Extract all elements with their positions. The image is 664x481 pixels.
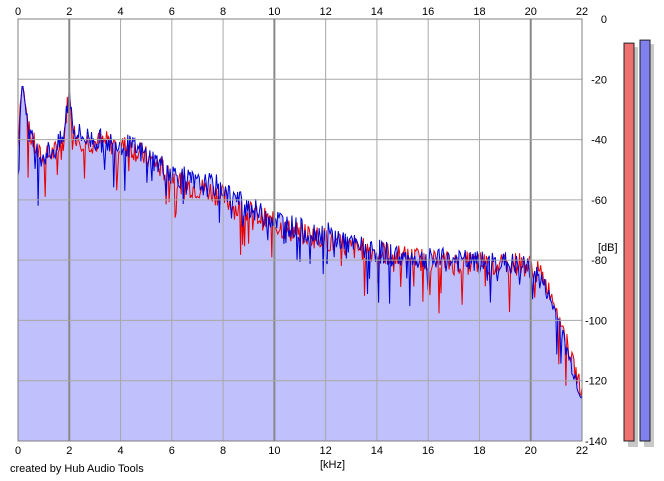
- y-tick-label: -20: [591, 74, 607, 86]
- y-tick-label: -120: [585, 376, 607, 388]
- y-tick-label: -140: [585, 436, 607, 448]
- x-tick-label-bottom: 4: [117, 445, 123, 457]
- level-meters: [623, 39, 654, 447]
- x-tick-label-bottom: 10: [268, 445, 280, 457]
- x-tick-label-bottom: 0: [15, 445, 21, 457]
- x-tick-label-top: 20: [525, 6, 537, 18]
- x-tick-label-bottom: 20: [525, 445, 537, 457]
- y-axis-right: 0 -20 -40 -60 -80 -100 -120 -140: [585, 14, 607, 448]
- x-tick-label-top: 2: [66, 6, 72, 18]
- plot-border: [17, 18, 583, 442]
- x-tick-label-bottom: 12: [320, 445, 332, 457]
- x-tick-label-top: 4: [117, 6, 123, 18]
- y-tick-label: -40: [591, 135, 607, 147]
- level-meter-left: [623, 42, 635, 442]
- x-tick-label-bottom: 18: [473, 445, 485, 457]
- x-tick-label-top: 14: [371, 6, 383, 18]
- y-tick-label: -60: [591, 195, 607, 207]
- x-tick-label-top: 16: [422, 6, 434, 18]
- x-tick-label-bottom: 22: [576, 445, 588, 457]
- spectrum-fill: [18, 86, 582, 441]
- x-tick-label-top: 18: [473, 6, 485, 18]
- y-tick-label: 0: [601, 14, 607, 26]
- x-tick-label-top: 0: [15, 6, 21, 18]
- level-meter-right: [639, 39, 651, 442]
- y-tick-label: -80: [591, 255, 607, 267]
- y-axis-label: [dB]: [598, 242, 618, 254]
- x-tick-label-top: 6: [169, 6, 175, 18]
- y-tick-label: -100: [585, 315, 607, 327]
- x-tick-label-top: 10: [268, 6, 280, 18]
- x-axis-top: 0 2 4 6 8 10 12 14 16 18 20 22: [15, 6, 588, 18]
- x-tick-label-top: 22: [576, 6, 588, 18]
- plot-area: [17, 86, 583, 441]
- x-axis-bottom: 0 2 4 6 8 10 12 14 16 18 20 22: [15, 445, 588, 457]
- x-tick-label-bottom: 14: [371, 445, 383, 457]
- x-tick-label-bottom: 2: [66, 445, 72, 457]
- series-line-right: [17, 86, 583, 399]
- x-axis-label: [kHz]: [320, 459, 345, 471]
- x-tick-label-bottom: 16: [422, 445, 434, 457]
- credit-text: created by Hub Audio Tools: [10, 463, 144, 475]
- x-tick-label-top: 8: [220, 6, 226, 18]
- x-tick-label-top: 12: [320, 6, 332, 18]
- x-tick-label-bottom: 6: [169, 445, 175, 457]
- x-tick-label-bottom: 8: [220, 445, 226, 457]
